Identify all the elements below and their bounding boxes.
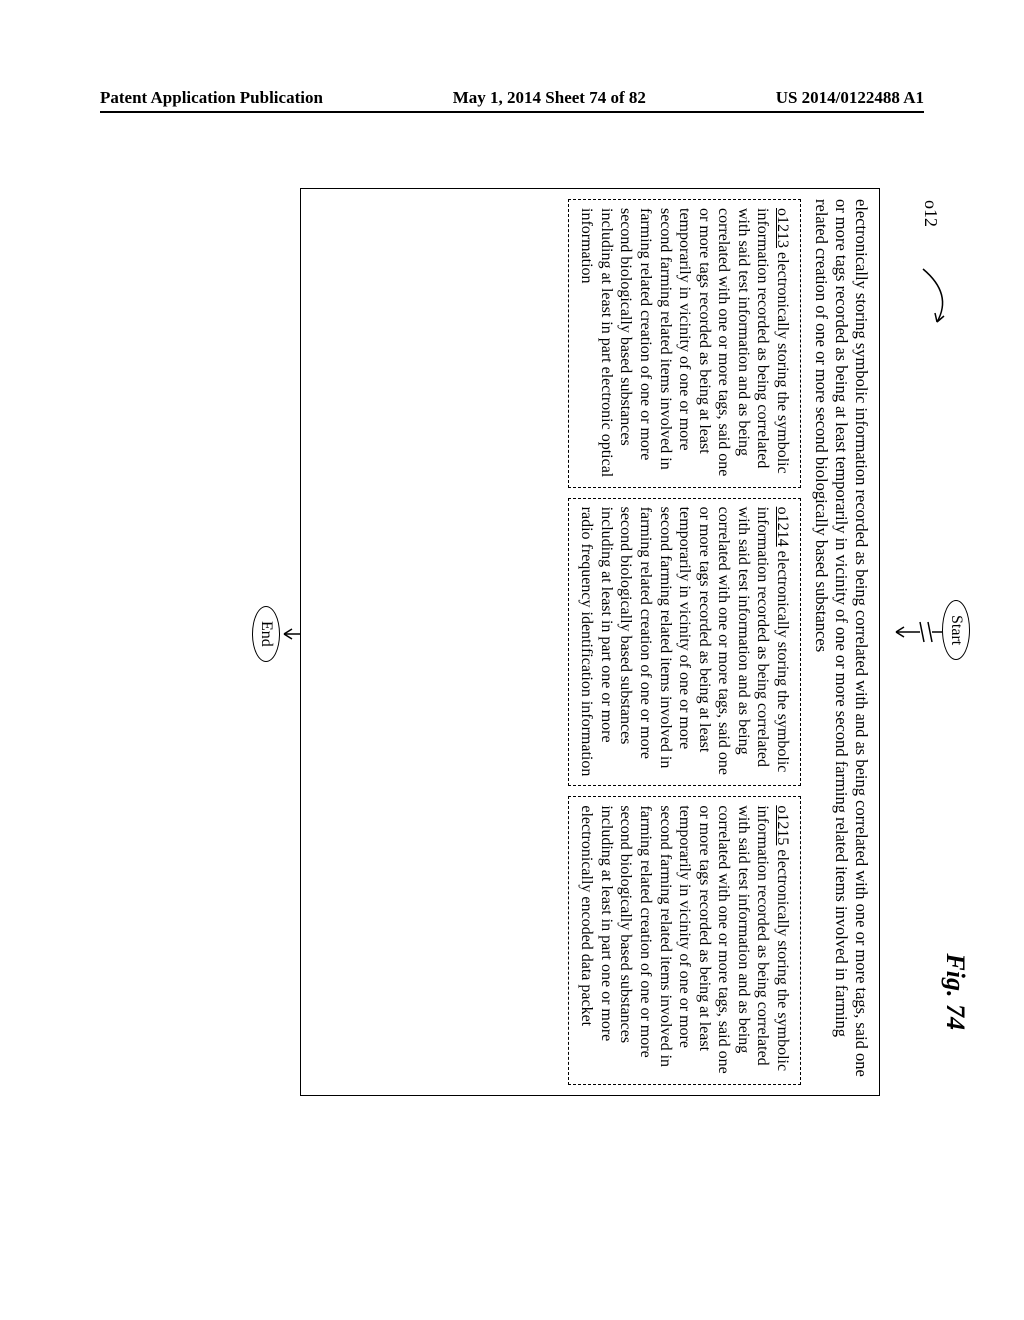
header-left: Patent Application Publication [100, 88, 323, 108]
box-text-o1215: electronically storing the symbolic info… [578, 805, 790, 1073]
outer-box-text: electronically storing symbolic informat… [811, 199, 871, 1085]
end-node: End [252, 606, 280, 662]
flow-diagram: Fig. 74 o12 Start electronically storing… [20, 200, 920, 1020]
inner-boxes-row: o1213 electronically storing the symboli… [568, 199, 801, 1085]
header-right: US 2014/0122488 A1 [776, 88, 924, 108]
box-ref-o1215: o1215 [774, 805, 791, 845]
box-o1214: o1214 electronically storing the symboli… [568, 498, 801, 787]
outer-step-box: electronically storing symbolic informat… [300, 188, 880, 1096]
box-text-o1213: electronically storing the symbolic info… [578, 208, 790, 477]
end-label: End [258, 621, 275, 647]
start-label: Start [948, 615, 965, 645]
figure-label: Fig. 74 [940, 953, 970, 1030]
header-center: May 1, 2014 Sheet 74 of 82 [453, 88, 646, 108]
arrow-to-end-icon [278, 626, 300, 642]
box-text-o1214: electronically storing the symbolic info… [578, 507, 790, 777]
box-o1215: o1215 electronically storing the symboli… [568, 796, 801, 1085]
box-o1213: o1213 electronically storing the symboli… [568, 199, 801, 488]
break-zigzag-icon [888, 620, 942, 656]
ref-o12-text: o12 [921, 200, 941, 227]
start-node: Start [942, 600, 970, 660]
page-header: Patent Application Publication May 1, 20… [100, 88, 924, 113]
box-ref-o1214: o1214 [774, 507, 791, 547]
box-ref-o1213: o1213 [774, 208, 791, 248]
ref-arrow-icon [915, 264, 955, 334]
ref-o12: o12 [915, 200, 955, 334]
